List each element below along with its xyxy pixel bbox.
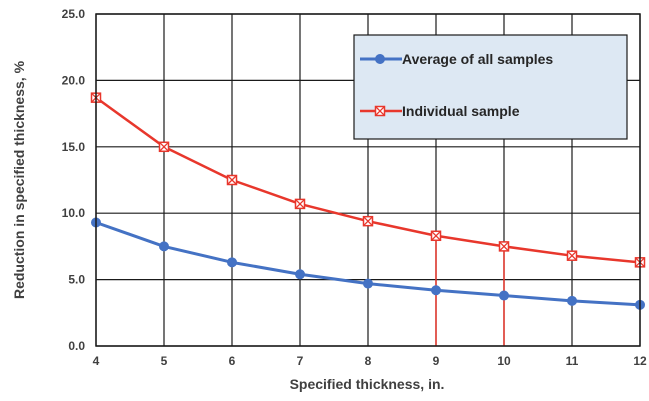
series-individual <box>90 92 646 268</box>
data-point <box>294 198 306 210</box>
data-point <box>566 250 578 261</box>
x-tick-label: 8 <box>365 354 372 368</box>
y-axis-title: Reduction in specified thickness, % <box>11 60 27 299</box>
x-tick-label: 10 <box>497 354 511 368</box>
x-tick-label: 11 <box>566 354 579 368</box>
data-point <box>363 278 373 289</box>
data-point-cross <box>431 230 441 241</box>
legend-marker-individual <box>374 105 386 117</box>
data-point <box>295 269 305 280</box>
series-average <box>91 217 645 310</box>
series-group <box>90 92 646 310</box>
tick-labels: 4 5 6 7 8 9 10 11 12 0.0 5.0 10.0 15.0 20.0 25.0 <box>62 7 647 368</box>
data-point <box>498 241 510 252</box>
y-tick-label: 15.0 <box>62 140 86 154</box>
data-point-cross <box>295 198 305 209</box>
data-point <box>362 215 374 227</box>
x-axis-title: Specified thickness, in. <box>290 376 445 392</box>
y-tick-label: 25.0 <box>62 7 86 21</box>
legend-marker-average <box>375 54 385 64</box>
data-point-cross <box>159 141 169 152</box>
legend-label-average: Average of all samples <box>402 51 553 67</box>
data-point-cross <box>227 175 237 185</box>
x-tick-label: 5 <box>161 354 168 368</box>
x-tick-label: 4 <box>93 354 100 368</box>
data-point-cross <box>499 241 509 252</box>
data-point <box>159 241 169 252</box>
y-tick-label: 20.0 <box>62 73 86 87</box>
legend-label-individual: Individual sample <box>402 103 520 119</box>
y-tick-label: 5.0 <box>68 273 85 287</box>
y-tick-label: 0.0 <box>68 339 85 353</box>
data-point <box>567 295 577 306</box>
x-tick-label: 9 <box>433 354 440 368</box>
legend-box <box>353 34 628 140</box>
data-point-cross <box>567 250 577 261</box>
y-tick-label: 10.0 <box>62 206 86 220</box>
data-point <box>430 230 442 242</box>
plot-frame <box>95 13 641 347</box>
x-tick-label: 6 <box>229 354 236 368</box>
data-point <box>499 290 509 301</box>
x-tick-label: 7 <box>297 354 304 368</box>
data-point <box>431 285 441 296</box>
legend: Average of all samples Individual sample <box>353 34 628 140</box>
data-point <box>226 174 238 186</box>
data-point <box>158 141 170 153</box>
data-point-cross <box>363 216 373 227</box>
x-tick-label: 12 <box>633 354 647 368</box>
data-point <box>227 257 237 268</box>
